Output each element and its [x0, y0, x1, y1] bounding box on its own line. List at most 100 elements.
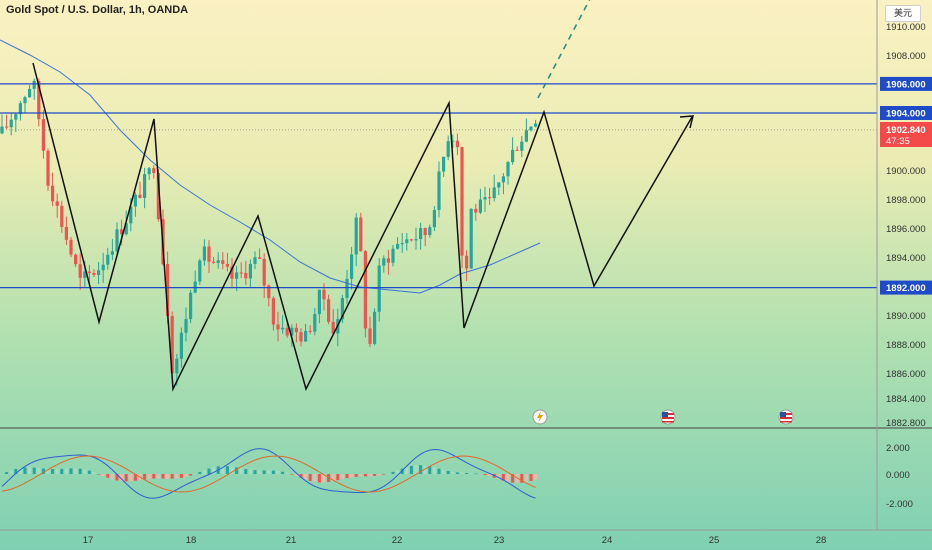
us-flag-icon[interactable] — [660, 409, 676, 425]
zigzag-pattern-drawing[interactable] — [32, 62, 693, 392]
candle-body — [382, 258, 386, 266]
macd-bar — [9, 470, 13, 474]
candle-body — [32, 80, 36, 89]
time-label: 24 — [602, 535, 613, 546]
macd-bar — [299, 474, 303, 478]
bar-countdown: 47:35 — [886, 136, 910, 147]
candle-body — [46, 150, 50, 186]
currency-button[interactable]: 美元 — [885, 5, 921, 22]
macd-bar — [244, 469, 248, 474]
candle-body — [143, 174, 147, 198]
lightning-icon[interactable] — [532, 409, 548, 425]
horizontal-levels[interactable] — [0, 83, 877, 289]
candle-body — [290, 327, 294, 336]
macd-bar — [179, 474, 183, 478]
time-axis[interactable]: 17 18 21 22 23 24 25 28 — [0, 529, 932, 546]
macd-bar — [396, 470, 400, 474]
macd-bar — [377, 474, 381, 476]
candle-body — [170, 316, 174, 374]
macd-bar — [511, 474, 515, 483]
candle-body — [235, 272, 239, 279]
candle-body — [156, 173, 160, 220]
macd-bar — [304, 474, 308, 480]
candle-body — [69, 239, 73, 255]
macd-bar — [442, 469, 446, 474]
candle-body — [317, 289, 321, 315]
candle-body — [363, 251, 367, 329]
macd-bar — [345, 474, 349, 479]
macd-bar — [92, 472, 96, 474]
candle-body — [189, 292, 193, 320]
macd-histogram — [0, 465, 538, 483]
candle-body — [64, 226, 68, 240]
level-label-bg — [880, 106, 932, 120]
macd-bar — [331, 474, 335, 482]
macd-bar — [262, 470, 266, 474]
candle-body — [248, 263, 252, 279]
candle-body — [0, 126, 4, 134]
macd-bar — [230, 466, 234, 474]
price-tick: 1908.000 — [886, 51, 926, 62]
candle-body — [304, 330, 308, 342]
symbol-title[interactable]: Gold Spot / U.S. Dollar, 1h, OANDA — [6, 4, 189, 16]
macd-bar — [313, 474, 317, 482]
candle-body — [488, 197, 492, 199]
candle-body — [524, 130, 528, 142]
time-label: 17 — [83, 535, 94, 546]
candle-body — [258, 257, 262, 259]
macd-bar — [354, 474, 358, 477]
price-tick: 1882.800 — [886, 418, 926, 429]
macd-bar — [336, 474, 340, 481]
candle-body — [230, 266, 234, 279]
time-label: 23 — [494, 535, 505, 546]
candle-body — [511, 149, 515, 163]
price-tick: 1896.000 — [886, 224, 926, 235]
candle-body — [313, 314, 317, 332]
candle-body — [14, 114, 18, 120]
macd-bar — [474, 473, 478, 475]
signal-line — [1, 455, 536, 493]
dashed-trend-line[interactable] — [537, 0, 592, 99]
macd-bar — [524, 474, 528, 483]
macd-bar — [55, 469, 59, 474]
candle-body — [465, 255, 469, 269]
candle-body — [41, 119, 45, 151]
macd-bar — [391, 471, 395, 474]
macd-bar — [350, 474, 354, 478]
candle-body — [501, 176, 505, 183]
macd-bar — [133, 474, 137, 481]
macd-bar — [534, 474, 538, 480]
macd-bar — [373, 474, 377, 476]
us-flag-icon[interactable] — [778, 409, 794, 425]
candle-body — [515, 149, 519, 151]
time-label: 21 — [286, 535, 297, 546]
macd-bar — [317, 474, 321, 483]
candle-body — [244, 272, 248, 279]
event-icons[interactable] — [532, 409, 794, 425]
moving-average-line — [0, 39, 541, 294]
candle-body — [423, 228, 427, 236]
macd-bar — [340, 474, 344, 480]
candle-body — [419, 228, 423, 240]
candle-body — [386, 258, 390, 263]
candle-body — [474, 208, 478, 213]
macd-bar — [235, 467, 239, 474]
macd-bar — [175, 474, 179, 479]
candle-body — [87, 271, 91, 274]
current-price-value: 1902.840 — [886, 125, 926, 136]
candle-body — [285, 327, 289, 336]
price-tick: 1886.000 — [886, 369, 926, 380]
candle-body — [129, 206, 133, 224]
macd-bar — [23, 467, 27, 474]
macd-bar — [469, 473, 473, 474]
candle-body — [101, 264, 105, 271]
macd-bar — [166, 474, 170, 479]
macd-bar — [51, 469, 55, 474]
macd-bar — [419, 465, 423, 474]
price-tick: 1898.000 — [886, 195, 926, 206]
price-axis[interactable]: 1910.0001908.0001906.0001904.0001902.000… — [876, 0, 932, 530]
macd-bar — [368, 474, 372, 477]
macd-bar — [501, 474, 505, 481]
